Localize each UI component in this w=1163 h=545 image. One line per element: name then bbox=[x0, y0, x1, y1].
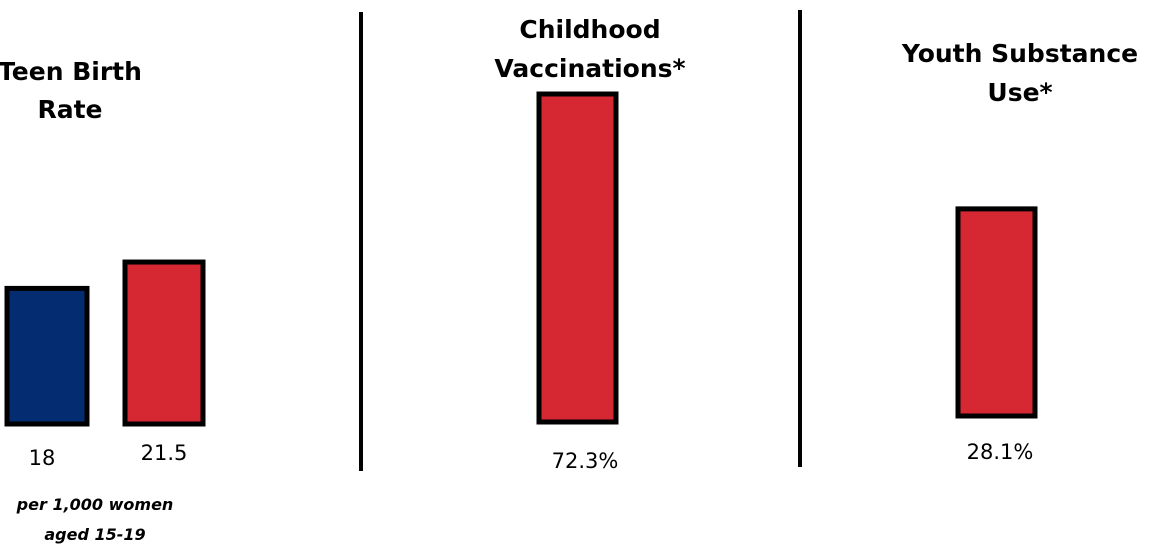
data-label: 28.1% bbox=[967, 440, 1034, 464]
unit-note: aged 15-19 bbox=[44, 525, 145, 544]
panel-title: Use* bbox=[987, 78, 1052, 107]
panel-title: Teen Birth bbox=[0, 57, 142, 86]
bar bbox=[536, 91, 619, 425]
data-label: 21.5 bbox=[141, 441, 188, 465]
panel-title: Rate bbox=[37, 95, 102, 124]
bar bbox=[4, 285, 90, 427]
data-label: 18 bbox=[29, 446, 56, 470]
unit-note: per 1,000 women bbox=[16, 495, 174, 514]
bar bbox=[122, 259, 206, 427]
bar bbox=[955, 206, 1038, 419]
panel-title: Childhood bbox=[519, 15, 660, 44]
data-label: 72.3% bbox=[552, 449, 619, 473]
panel-title: Vaccinations* bbox=[494, 54, 685, 83]
panel-title: Youth Substance bbox=[901, 39, 1138, 68]
